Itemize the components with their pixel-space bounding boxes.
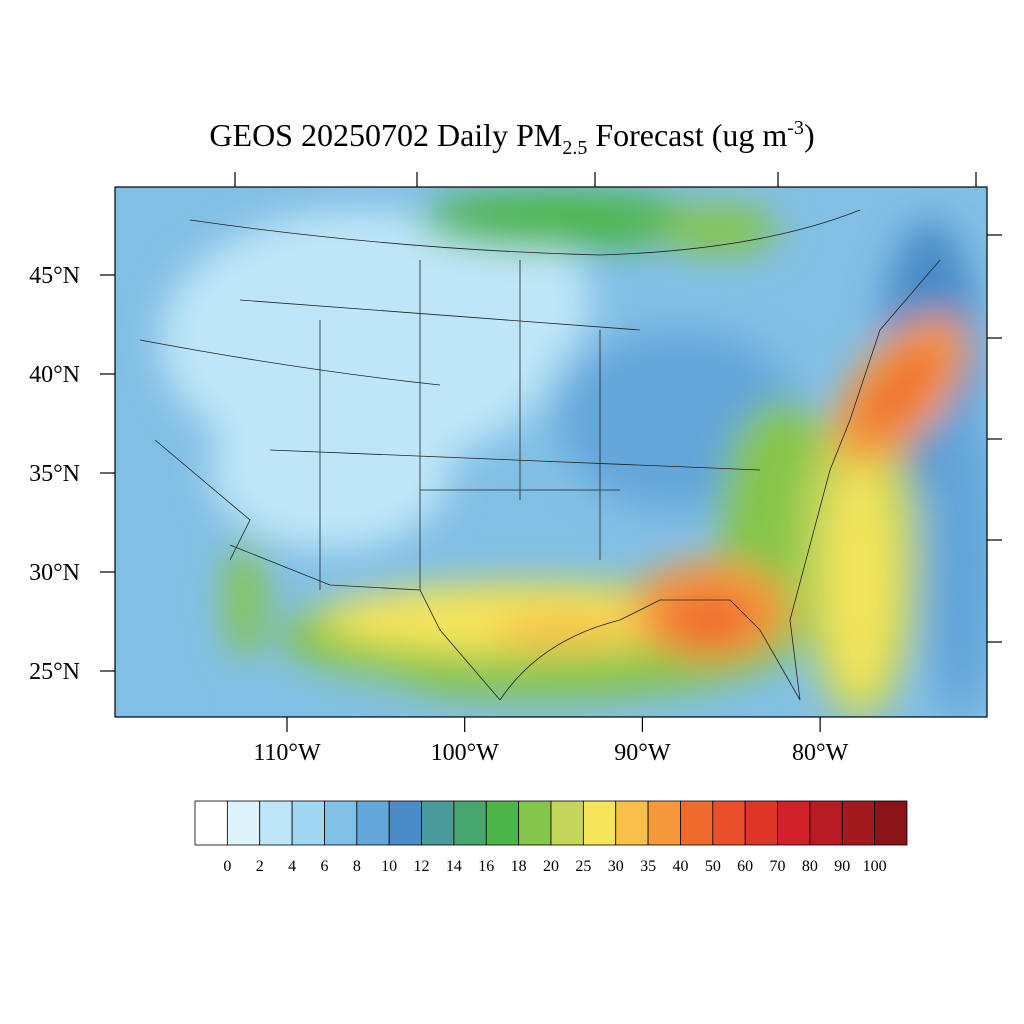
title: GEOS 20250702 Daily PM2.5 Forecast (ug m-…: [209, 117, 814, 159]
colorbar-label: 18: [511, 858, 527, 875]
lon-label: 100°W: [431, 740, 500, 766]
lon-label: 90°W: [614, 740, 671, 766]
colorbar-label: 12: [414, 858, 430, 875]
colorbar-box: [874, 800, 908, 846]
lat-label: 45°N: [29, 263, 80, 289]
colorbar-label: 16: [478, 858, 494, 875]
colorbar-box: [421, 800, 455, 846]
lon-label: 110°W: [253, 740, 321, 766]
colorbar-box: [744, 800, 778, 846]
colorbar-label: 2: [256, 858, 264, 875]
colorbar-label: 35: [640, 858, 656, 875]
colorbar-label: 40: [672, 858, 688, 875]
colorbar-box: [809, 800, 843, 846]
colorbar-box: [777, 800, 811, 846]
colorbar-box: [518, 800, 552, 846]
colorbar-box: [356, 800, 390, 846]
map-frame: [114, 186, 988, 718]
colorbar-label: 25: [575, 858, 591, 875]
colorbar-box: [550, 800, 584, 846]
colorbar-label: 8: [353, 858, 361, 875]
colorbar-box: [647, 800, 681, 846]
frame-ticks: [234, 172, 1002, 643]
colorbar-box: [194, 800, 228, 846]
colorbar-box: [841, 800, 876, 846]
colorbar-box: [453, 800, 487, 846]
colorbar-box: [582, 800, 617, 846]
colorbar-label: 30: [608, 858, 624, 875]
colorbar-label: 20: [543, 858, 559, 875]
colorbar-label: 50: [705, 858, 721, 875]
colorbar-box: [680, 800, 714, 846]
colorbar-box: [712, 800, 746, 846]
colorbar-box: [485, 800, 520, 846]
lat-label: 35°N: [29, 461, 80, 487]
map-field: [115, 187, 987, 717]
colorbar-box: [291, 800, 325, 846]
lon-label: 80°W: [792, 740, 849, 766]
colorbar-box: [226, 800, 261, 846]
colorbar-box: [324, 800, 358, 846]
colorbar-label: 6: [320, 858, 328, 875]
lat-label: 40°N: [29, 362, 80, 388]
colorbar-label: 10: [381, 858, 397, 875]
colorbar-label: 70: [770, 858, 786, 875]
colorbar-label: 90: [834, 858, 850, 875]
colorbar-box: [388, 800, 422, 846]
colorbar-box: [259, 800, 293, 846]
colorbar-label: 4: [288, 858, 296, 875]
colorbar-label: 100: [863, 858, 887, 875]
colorbar-box: [615, 800, 649, 846]
colorbar-label: 60: [737, 858, 753, 875]
colorbar-label: 14: [446, 858, 462, 875]
lat-label: 30°N: [29, 560, 80, 586]
colorbar-label: 0: [223, 858, 231, 875]
colorbar-label: 80: [802, 858, 818, 875]
lat-label: 25°N: [29, 659, 80, 685]
